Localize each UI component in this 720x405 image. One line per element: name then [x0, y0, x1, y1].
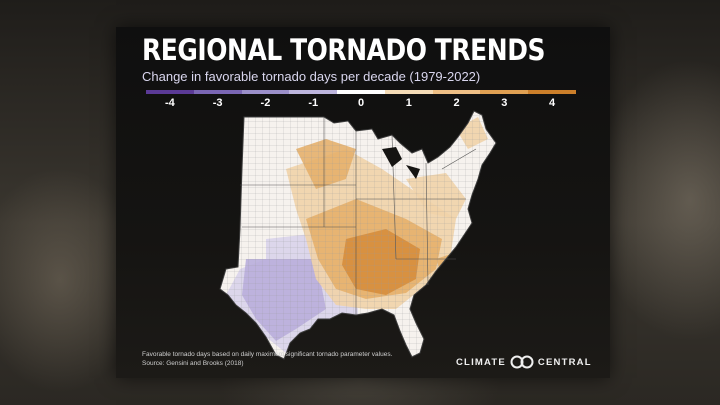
county-lines [220, 111, 496, 359]
climate-central-logo: CLIMATE CENTRAL [456, 355, 592, 369]
page-title: REGIONAL TORNADO TRENDS [142, 33, 546, 67]
legend-swatch [528, 90, 577, 94]
infographic-panel: REGIONAL TORNADO TRENDS Change in favora… [116, 27, 610, 378]
great-lakes [382, 147, 420, 179]
legend-label: -2 [260, 97, 271, 109]
legend-label: 4 [549, 97, 556, 109]
legend-swatch [384, 90, 433, 94]
footnote-line-1: Favorable tornado days based on daily ma… [142, 351, 393, 358]
legend-swatch [289, 90, 338, 94]
logo-mark-icon [510, 355, 534, 369]
legend-label: -4 [164, 97, 175, 109]
legend-swatch [337, 90, 385, 94]
us-tornado-trend-map [219, 110, 497, 360]
logo-word-left: CLIMATE [456, 356, 506, 368]
legend-labels: -4 -3 -2 -1 0 1 2 3 4 [146, 97, 576, 111]
subtitle: Change in favorable tornado days per dec… [142, 69, 481, 84]
legend-label: -1 [308, 97, 319, 109]
state-borders [240, 117, 477, 315]
logo-word-right: CENTRAL [537, 356, 592, 368]
legend-label: -3 [212, 97, 223, 109]
legend-swatch [480, 90, 529, 94]
legend-color-bar [146, 90, 577, 94]
legend-swatch [193, 90, 242, 94]
legend-label: 3 [501, 97, 508, 109]
legend-swatch [146, 90, 194, 94]
footnote: Favorable tornado days based on daily ma… [142, 350, 392, 368]
legend-swatch [432, 90, 481, 94]
legend-label: 2 [453, 97, 460, 109]
legend-label: 0 [357, 97, 365, 109]
legend-label: 1 [405, 97, 412, 109]
legend-swatch [241, 90, 290, 94]
footnote-line-2: Source: Gensini and Brooks (2018) [142, 360, 244, 367]
